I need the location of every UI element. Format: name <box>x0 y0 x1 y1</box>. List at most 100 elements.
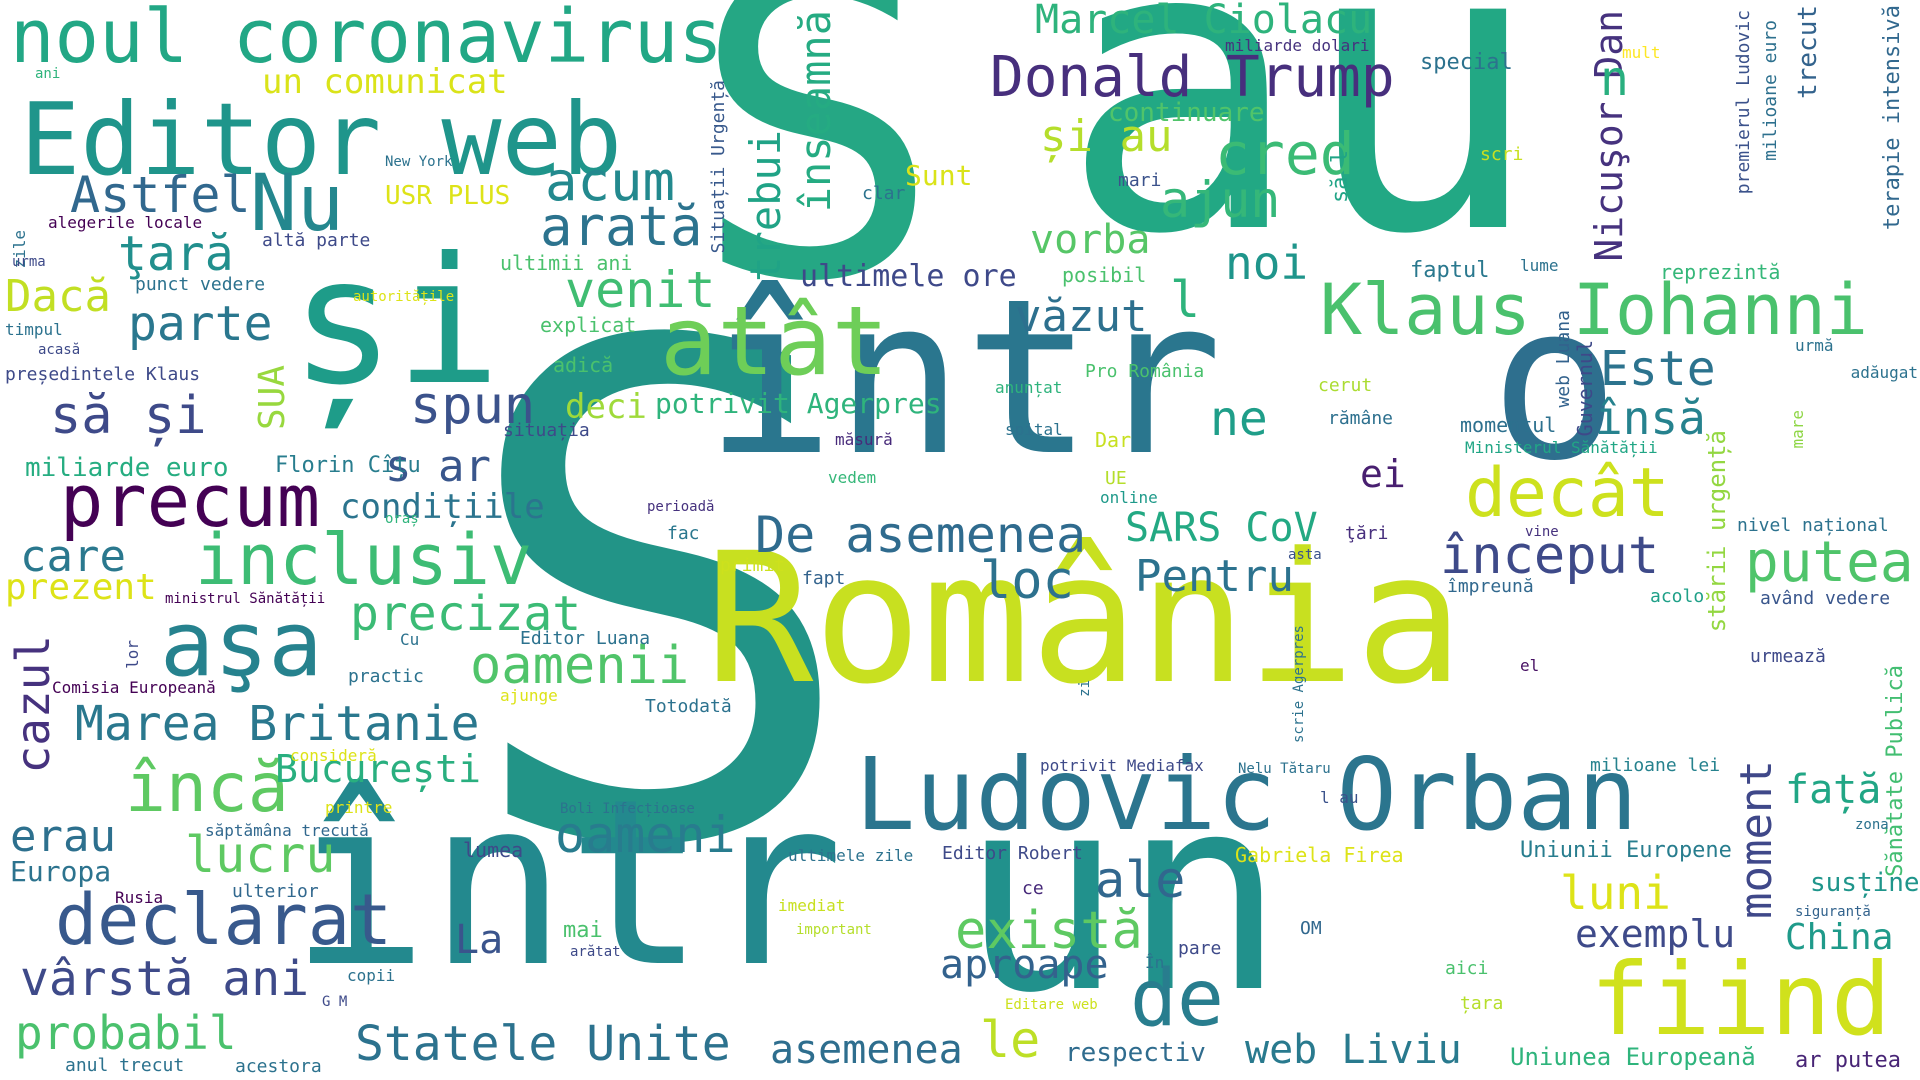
word-fiind: fiind <box>1590 941 1892 1058</box>
word-fata: față <box>1785 767 1882 813</box>
word-lumea: lumea <box>463 838 524 862</box>
word-totodata: Totodată <box>645 696 732 717</box>
word-l: l <box>1170 271 1201 329</box>
word-urma-small: urma <box>12 254 46 270</box>
word-vorba: vorba <box>1030 217 1151 263</box>
word-scrie-agerpres: scrie Agerpres <box>1291 625 1307 744</box>
word-s-top: S <box>690 0 943 374</box>
word-impreuna: împreună <box>1447 576 1534 597</box>
word-continuare: continuare <box>1108 98 1265 128</box>
word-momentul: momentul <box>1460 413 1557 437</box>
word-daca: Dacă <box>5 271 111 322</box>
word-trebui: trebui <box>741 130 790 282</box>
word-exista: există <box>955 901 1143 961</box>
word-inceput: început <box>1440 526 1660 586</box>
word-ulterior: ulterior <box>232 881 319 902</box>
word-inseamna: înseamnă <box>791 10 840 213</box>
word-alta-parte: altă parte <box>262 230 371 251</box>
word-noi: noi <box>1225 236 1309 290</box>
word-precizat: precizat <box>350 586 582 642</box>
word-premierul-ludovic: premierul Ludovic <box>1733 10 1754 195</box>
word-zona: zona <box>1855 817 1889 833</box>
word-miliarde-euro: miliarde euro <box>25 453 229 483</box>
word-probabil: probabil <box>15 1006 237 1060</box>
word-clar: clar <box>862 183 906 204</box>
word-urmeaza: urmează <box>1750 646 1826 667</box>
word-nivel-national: nivel național <box>1737 515 1889 536</box>
word-sanatate-publica: Sănătate Publică <box>1883 665 1908 877</box>
word-romania: România <box>705 515 1464 724</box>
word-acestora: acestora <box>235 1056 322 1077</box>
word-deci: deci <box>565 387 647 427</box>
word-faptul: faptul <box>1410 258 1490 283</box>
word-saptamana-trecuta: săptămâna trecută <box>205 821 369 840</box>
word-siguranta: siguranță <box>1795 904 1871 920</box>
word-nu: Nu <box>250 159 344 249</box>
word-ramane: rămâne <box>1328 408 1394 429</box>
word-aratat: arătat <box>570 944 621 960</box>
word-ei: ei <box>1360 452 1406 496</box>
word-marcel-ciolacu: Marcel Ciolacu <box>1035 0 1373 43</box>
word-insa: însă <box>1595 391 1706 445</box>
word-g-m: G M <box>322 994 348 1010</box>
word-acum: acum <box>545 150 676 213</box>
word-un: un <box>960 737 1286 1052</box>
word-europa: Europa <box>10 855 112 888</box>
word-comisia-europeana: Comisia Europeană <box>52 678 216 697</box>
word-ministrul-sanatatii: ministrul Sănătății <box>165 591 326 607</box>
word-luni: luni <box>1560 866 1671 920</box>
word-new-york: New York <box>385 154 453 170</box>
word-ajun: ajun <box>1160 171 1281 229</box>
word-s-ar: s ar <box>385 441 491 492</box>
word-intr-bottom: într <box>290 751 844 1018</box>
word-imediat: imediat <box>778 896 846 915</box>
word-precum: precum <box>60 459 321 543</box>
word-tari: ţări <box>1345 523 1389 544</box>
word-astfel: Astfel <box>70 166 251 224</box>
word-printre: printre <box>325 798 393 817</box>
word-la: La <box>455 917 504 963</box>
word-zi: zi <box>1077 680 1093 697</box>
word-sua: SUA <box>252 365 293 431</box>
word-mare: mare <box>1788 410 1807 449</box>
word-sa-l: să l <box>1328 150 1353 203</box>
word-parte: parte <box>128 296 273 352</box>
word-ultimii-ani: ultimii ani <box>500 251 633 275</box>
word-un-comunicat: un comunicat <box>262 62 508 102</box>
word-online: online <box>1100 488 1158 507</box>
word-china: China <box>1785 917 1894 958</box>
word-inclusiv: inclusiv <box>195 519 533 601</box>
word-gabriela-firea: Gabriela Firea <box>1235 843 1404 867</box>
word-atat: atât <box>660 287 889 397</box>
word-adaugat: adăugat <box>1850 363 1918 382</box>
word-terapie-intensiva: terapie intensivă <box>1880 5 1905 231</box>
word-ani: ani <box>35 66 61 82</box>
word-si-au: și au <box>1040 111 1173 162</box>
word-situatia: situația <box>503 420 590 441</box>
word-ludovic-orban: Ludovic Orban <box>855 736 1638 853</box>
word-oras: oraș <box>385 511 419 527</box>
word-decat: decât <box>1465 454 1670 533</box>
word-primit: primit <box>720 555 786 576</box>
word-situatii-urgenta: Situații Urgență <box>708 80 729 254</box>
word-anuntat: anunțat <box>995 378 1063 397</box>
word-editare-web: Editare web <box>1005 997 1098 1013</box>
word-timpul: timpul <box>5 320 63 339</box>
word-ministerul-sanatatii: Ministerul Sănătății <box>1465 438 1658 457</box>
word-copii: copii <box>347 966 396 985</box>
word-milioane-lei: milioane lei <box>1590 755 1721 776</box>
word-aproape: aproape <box>940 942 1109 988</box>
word-usr-plus: USR PLUS <box>385 181 511 211</box>
word-pentru: Pentru <box>1135 551 1294 602</box>
word-au: au <box>1060 0 1542 322</box>
word-sa-si: să și <box>50 386 207 446</box>
word-intr-middle: într <box>705 252 1223 503</box>
word-lume: lume <box>1520 256 1559 275</box>
word-exemplu: exemplu <box>1575 912 1736 956</box>
word-acolo: acolo <box>1650 586 1705 607</box>
word-trecut: trecut <box>1793 5 1823 99</box>
word-potrivit-mediafax: potrivit Mediafax <box>1040 756 1204 775</box>
word-web-liviu: web Liviu <box>1245 1027 1462 1073</box>
word-perioada: perioadă <box>647 499 715 515</box>
